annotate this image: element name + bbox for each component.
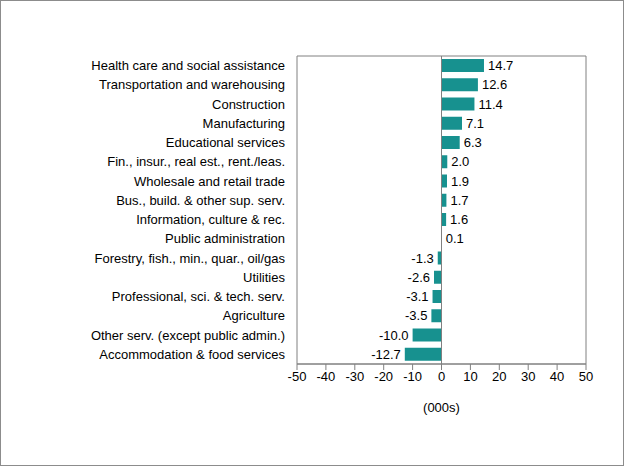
svg-text:12.6: 12.6: [482, 77, 507, 92]
svg-text:Forestry, fish., min., quar.,: Forestry, fish., min., quar., oil/gas: [95, 251, 286, 266]
svg-text:Construction: Construction: [212, 97, 285, 112]
svg-text:11.4: 11.4: [478, 97, 502, 112]
svg-text:Educational services: Educational services: [166, 135, 286, 150]
svg-text:40: 40: [550, 369, 564, 384]
svg-text:50: 50: [579, 369, 593, 384]
svg-text:Utilities: Utilities: [243, 270, 285, 285]
svg-text:0: 0: [438, 369, 445, 384]
svg-text:-10.0: -10.0: [379, 328, 409, 343]
svg-text:0.1: 0.1: [446, 231, 464, 246]
svg-text:2.0: 2.0: [451, 154, 469, 169]
svg-text:30: 30: [521, 369, 535, 384]
svg-text:6.3: 6.3: [464, 135, 482, 150]
svg-text:Other serv. (except public adm: Other serv. (except public admin.): [91, 328, 285, 343]
svg-text:-40: -40: [317, 369, 336, 384]
svg-text:-30: -30: [345, 369, 364, 384]
svg-text:Health care and social assista: Health care and social assistance: [91, 58, 285, 73]
svg-text:Accommodation & food services: Accommodation & food services: [99, 347, 285, 362]
svg-text:Fin., insur., real est., rent.: Fin., insur., real est., rent./leas.: [107, 154, 285, 169]
svg-text:10: 10: [463, 369, 477, 384]
svg-text:Manufacturing: Manufacturing: [203, 116, 285, 131]
svg-text:Wholesale and retail trade: Wholesale and retail trade: [134, 174, 285, 189]
svg-text:-3.5: -3.5: [405, 308, 427, 323]
svg-text:-3.1: -3.1: [406, 289, 428, 304]
svg-text:Agriculture: Agriculture: [223, 308, 285, 323]
svg-text:7.1: 7.1: [466, 116, 484, 131]
svg-text:20: 20: [492, 369, 506, 384]
svg-text:-50: -50: [288, 369, 307, 384]
svg-text:1.7: 1.7: [450, 193, 468, 208]
svg-text:-12.7: -12.7: [371, 347, 401, 362]
svg-text:1.6: 1.6: [450, 212, 468, 227]
svg-text:-20: -20: [374, 369, 393, 384]
svg-text:Bus., build. & other sup. serv: Bus., build. & other sup. serv.: [116, 193, 285, 208]
svg-text:-10: -10: [403, 369, 422, 384]
svg-text:14.7: 14.7: [488, 58, 513, 73]
svg-text:(000s): (000s): [423, 400, 460, 415]
svg-text:1.9: 1.9: [451, 174, 469, 189]
svg-text:Professional, sci. & tech. ser: Professional, sci. & tech. serv.: [112, 289, 285, 304]
svg-text:-2.6: -2.6: [408, 270, 430, 285]
svg-text:Transportation and warehousing: Transportation and warehousing: [99, 77, 285, 92]
svg-text:Information, culture & rec.: Information, culture & rec.: [136, 212, 285, 227]
svg-text:-1.3: -1.3: [411, 251, 433, 266]
svg-text:Public administration: Public administration: [165, 231, 285, 246]
